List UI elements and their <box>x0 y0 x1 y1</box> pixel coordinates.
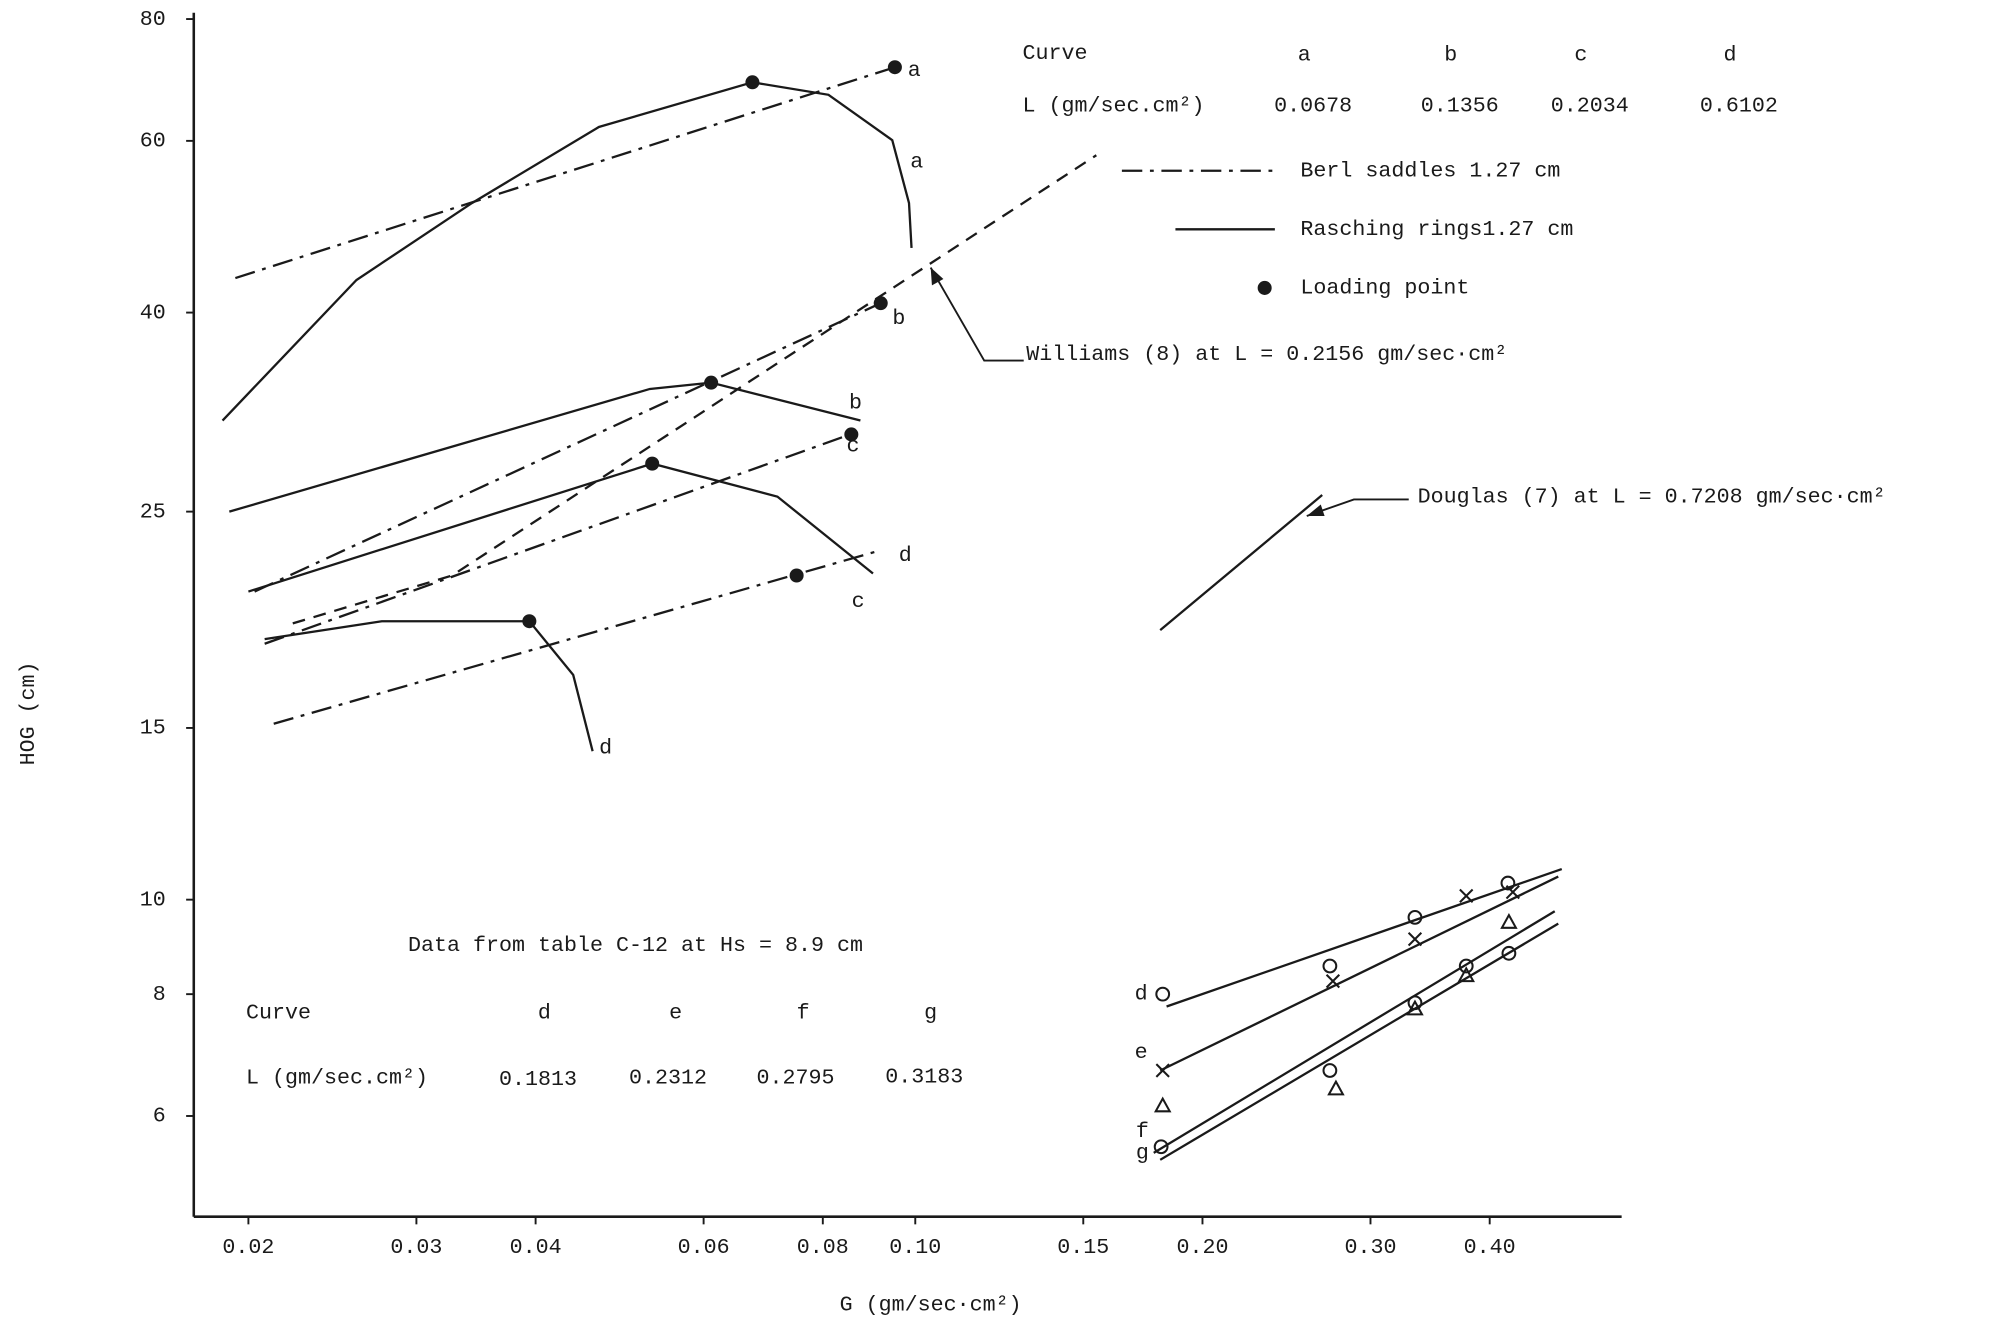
point <box>1156 1064 1169 1077</box>
y-tick-label: 60 <box>140 129 166 154</box>
point <box>1409 933 1422 946</box>
table-cell: d <box>538 1001 551 1026</box>
table-cell: 0.1356 <box>1421 93 1499 118</box>
point <box>1156 1099 1170 1112</box>
annotation: Douglas (7) at L = 0.7208 gm/sec·cm² <box>1418 485 1886 510</box>
legend-swatch <box>1258 281 1272 295</box>
curve <box>255 303 881 591</box>
loading-point <box>888 60 902 74</box>
y-tick-label: 15 <box>140 716 166 741</box>
x-tick-label: 0.03 <box>390 1235 442 1260</box>
table-cell: 0.0678 <box>1274 93 1352 118</box>
legend-label: Berl saddles 1.27 cm <box>1300 158 1560 183</box>
legend-label: Rasching rings1.27 cm <box>1300 217 1573 242</box>
table-cell: g <box>924 1001 937 1026</box>
point <box>1324 960 1337 973</box>
point <box>1324 1064 1337 1077</box>
loading-point <box>745 75 759 89</box>
curve-label: e <box>1135 1040 1148 1065</box>
table-cell: 0.6102 <box>1700 93 1778 118</box>
table-title: Data from table C-12 at Hs = 8.9 cm <box>408 933 863 958</box>
x-tick-label: 0.40 <box>1464 1235 1516 1260</box>
chart: G (gm/sec·cm²) HOG (cm) Curve a b c d L … <box>0 0 1999 1325</box>
legend-label: Loading point <box>1300 276 1469 301</box>
table-header: Curve <box>1022 41 1087 66</box>
curve-label: g <box>1136 1141 1149 1166</box>
x-tick-label: 0.10 <box>889 1235 941 1260</box>
loading-point <box>704 376 718 390</box>
curve <box>1160 495 1322 630</box>
curve <box>265 433 855 644</box>
curve <box>265 621 593 751</box>
loading-point <box>874 296 888 310</box>
table-cell: 0.2795 <box>757 1066 835 1091</box>
table-cell: 0.1813 <box>499 1067 577 1092</box>
curve-label: a <box>910 150 923 175</box>
table-cell: a <box>1298 43 1311 68</box>
x-tick-label: 0.06 <box>678 1235 730 1260</box>
y-tick-label: 6 <box>153 1104 166 1129</box>
curve-label: d <box>599 736 612 761</box>
curve-label: d <box>899 543 912 568</box>
x-tick-label: 0.04 <box>510 1235 562 1260</box>
y-tick-label: 10 <box>140 887 166 912</box>
table-cell: c <box>1574 43 1587 68</box>
table-cell: 0.3183 <box>885 1064 963 1089</box>
curve <box>229 383 860 512</box>
point <box>1156 988 1169 1001</box>
y-tick-label: 25 <box>140 499 166 524</box>
x-axis-label: G (gm/sec·cm²) <box>840 1292 1022 1317</box>
point <box>1460 889 1473 902</box>
table-row-label: L (gm/sec.cm²) <box>246 1066 428 1091</box>
y-axis-label: HOG (cm) <box>16 661 41 765</box>
curve <box>223 82 912 420</box>
point <box>1329 1082 1343 1095</box>
table-header: Curve <box>246 1001 311 1026</box>
curve-label: b <box>892 306 905 331</box>
curve <box>248 464 873 592</box>
point <box>1502 915 1516 928</box>
x-tick-label: 0.20 <box>1176 1235 1228 1260</box>
annotation: Williams (8) at L = 0.2156 gm/sec·cm² <box>1026 342 1507 367</box>
curve-label: c <box>852 589 865 614</box>
curve <box>274 551 880 724</box>
table-cell: 0.2312 <box>629 1066 707 1091</box>
table-cell: f <box>797 1001 810 1026</box>
y-tick-label: 8 <box>153 982 166 1007</box>
curve <box>1167 869 1562 1006</box>
annotation-arrow <box>931 268 1024 361</box>
table-cell: d <box>1723 43 1736 68</box>
y-tick-label: 40 <box>140 300 166 325</box>
curve <box>235 67 895 278</box>
curve-label: d <box>1135 981 1148 1006</box>
loading-point <box>790 568 804 582</box>
table-cell: 0.2034 <box>1551 93 1629 118</box>
table-cell: e <box>669 1001 682 1026</box>
loading-point <box>522 614 536 628</box>
y-tick-label: 80 <box>140 7 166 32</box>
x-tick-label: 0.08 <box>797 1235 849 1260</box>
curve-label: b <box>849 390 862 415</box>
loading-point <box>645 457 659 471</box>
curve-label: a <box>908 58 921 83</box>
x-tick-label: 0.02 <box>222 1235 274 1260</box>
table-row-label: L (gm/sec.cm²) <box>1022 93 1204 118</box>
curve <box>1154 911 1555 1153</box>
loading-point <box>844 427 858 441</box>
x-tick-label: 0.15 <box>1057 1235 1109 1260</box>
table-cell: b <box>1444 43 1457 68</box>
arrow-head <box>931 268 944 286</box>
x-tick-label: 0.30 <box>1344 1235 1396 1260</box>
